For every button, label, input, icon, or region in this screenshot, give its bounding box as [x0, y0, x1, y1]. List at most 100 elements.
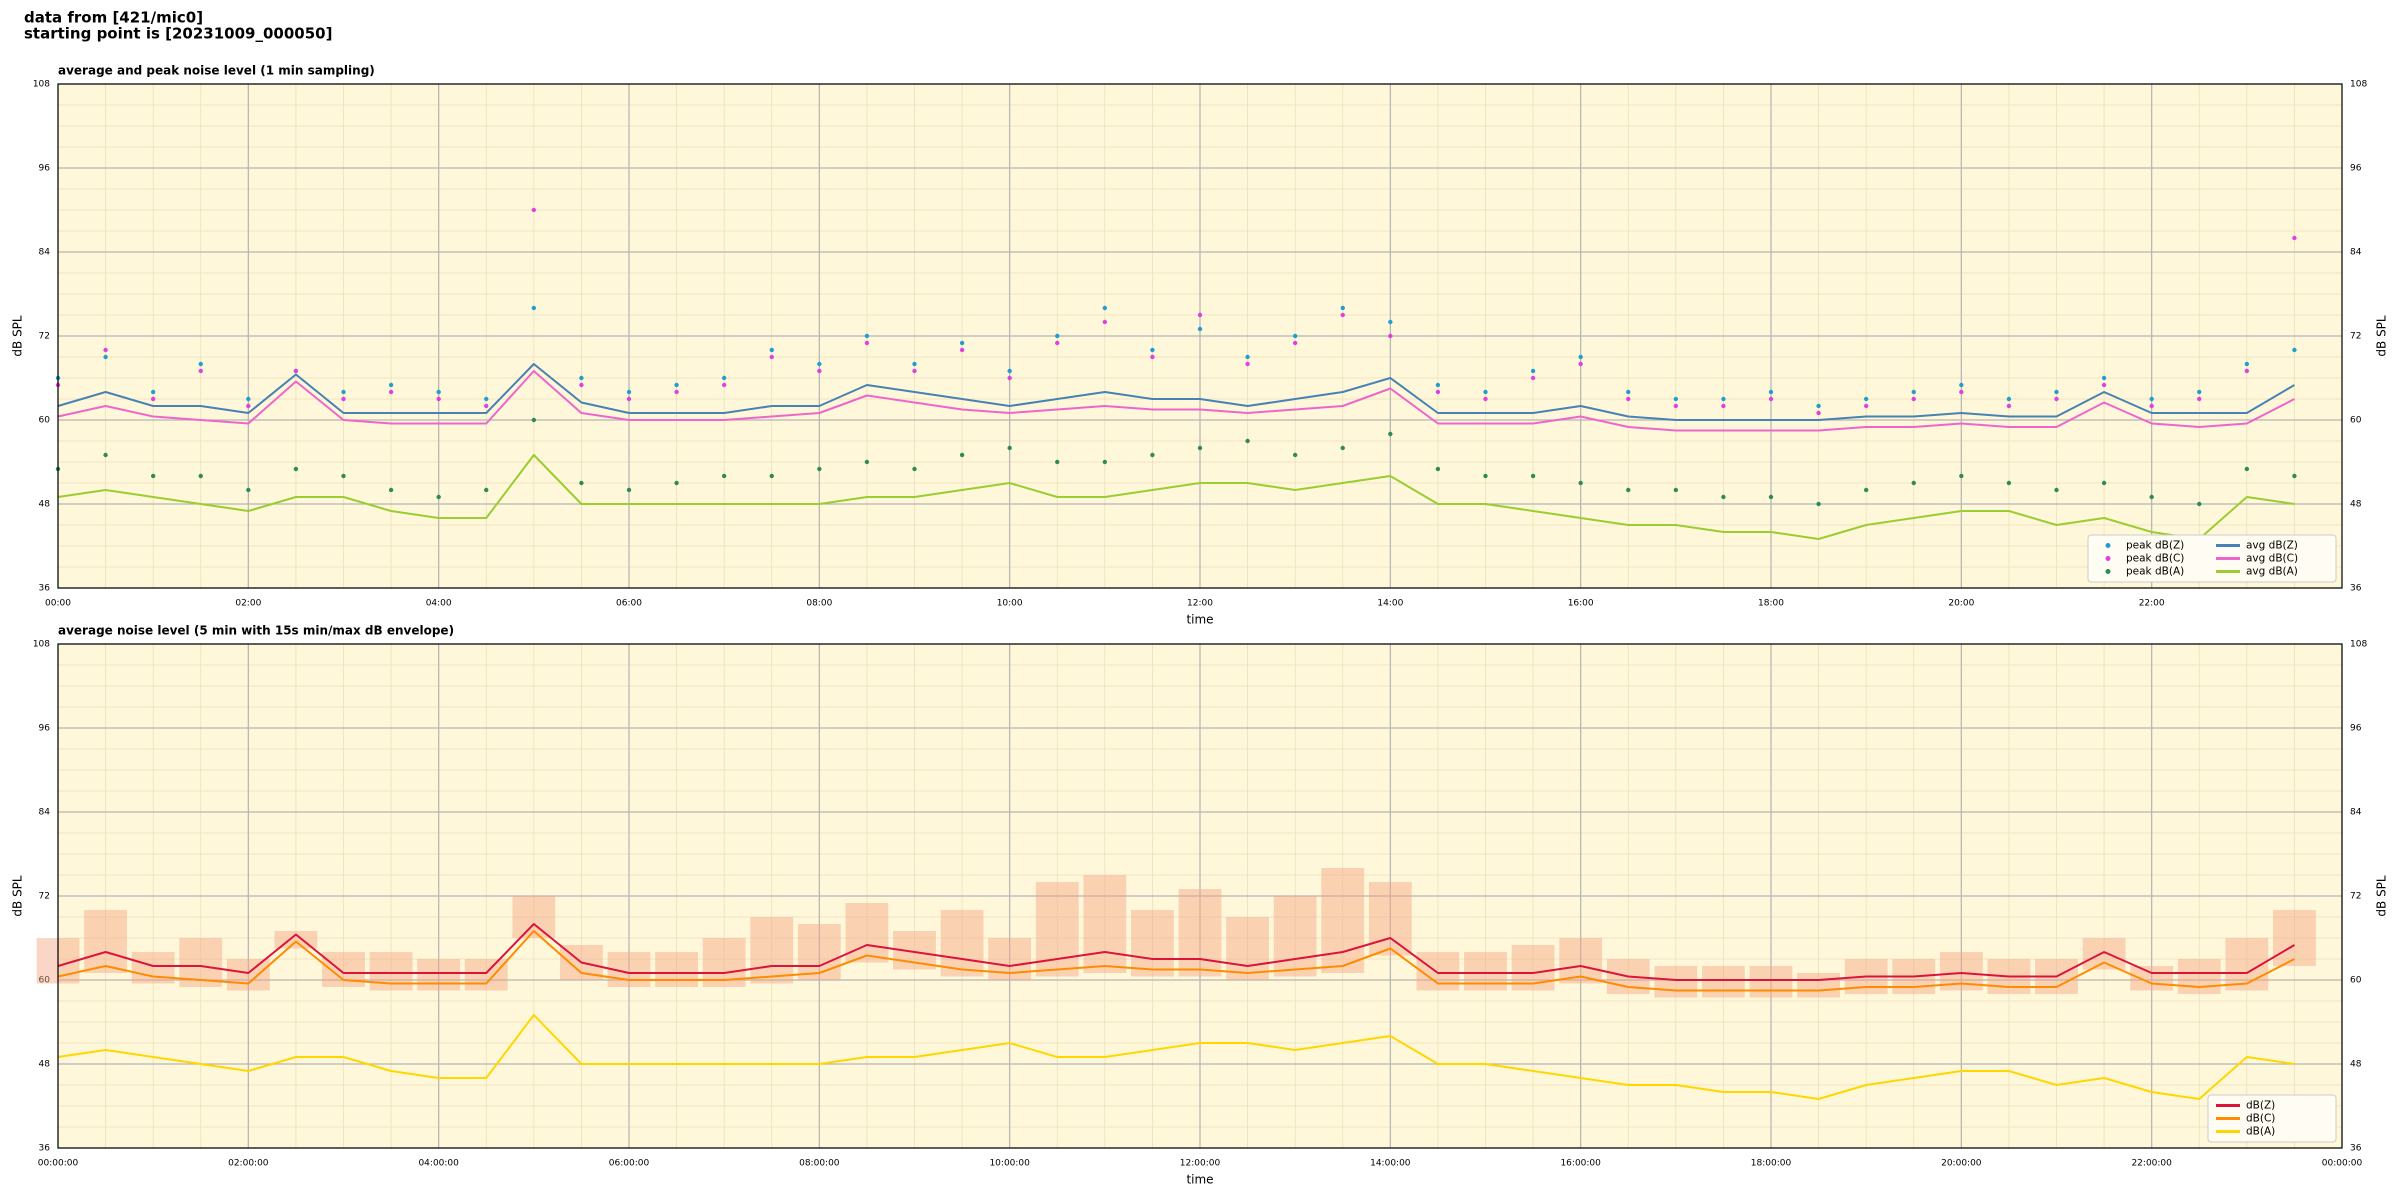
peak-point [1150, 354, 1155, 360]
peak-point [769, 347, 774, 353]
x-tick-label: 06:00 [616, 599, 642, 609]
peak-point [2101, 382, 2107, 388]
peak-point [2054, 487, 2059, 493]
peak-point [2006, 396, 2012, 402]
peak-point [1721, 403, 1726, 409]
header-line: data from [421/mic0] [24, 9, 203, 27]
series-line [57, 923, 2295, 981]
y-tick-label-right: 108 [2350, 640, 2367, 650]
peak-point [1102, 305, 1108, 311]
y-tick-label-right: 36 [2350, 1144, 2362, 1154]
peak-point [1959, 473, 1964, 479]
peak-point [2149, 403, 2154, 409]
y-tick-label: 48 [39, 500, 51, 510]
x-tick-label: 00:00:00 [2322, 1159, 2363, 1169]
x-tick-label: 14:00 [1377, 599, 1403, 609]
envelope-band [1083, 875, 1127, 973]
envelope-band [940, 910, 984, 977]
chart: 36 36 48 48 60 60 72 72 84 84 96 96 108 108 00:00:00 02… [11, 624, 2389, 1187]
peak-point [1673, 403, 1679, 409]
x-tick-label: 06:00:00 [609, 1159, 650, 1169]
peak-point [579, 480, 584, 486]
legend-marker [2105, 556, 2111, 561]
peak-point [864, 459, 870, 465]
peak-point [1388, 431, 1393, 437]
peak-point [1768, 396, 1774, 402]
peak-point [1197, 312, 1203, 318]
peak-point [626, 396, 632, 402]
envelope-band [1749, 966, 1793, 998]
x-tick-label: 10:00 [997, 599, 1023, 609]
x-tick-label: 02:00:00 [228, 1159, 269, 1169]
legend-label: avg dB(A) [2246, 566, 2298, 578]
legend-label: avg dB(Z) [2246, 540, 2298, 552]
peak-point [2197, 501, 2202, 507]
peak-point [579, 375, 584, 381]
peak-point [1816, 403, 1821, 409]
peak-point [864, 333, 870, 339]
y-axis-label-right: dB SPL [2375, 875, 2389, 917]
y-tick-label-right: 48 [2350, 500, 2362, 510]
header-line: starting point is [20231009_000050] [24, 25, 332, 43]
peak-point [1150, 452, 1155, 458]
peak-point [1768, 494, 1774, 500]
envelope-band [1321, 868, 1365, 973]
x-axis-label: time [1186, 613, 1213, 627]
y-axis-label: dB SPL [11, 875, 25, 917]
legend-label: peak dB(Z) [2126, 540, 2184, 552]
legend-marker [2105, 543, 2111, 548]
peak-point [2149, 494, 2154, 500]
peak-point [1768, 389, 1774, 395]
peak-point [1007, 368, 1012, 374]
envelope-band [797, 924, 841, 980]
y-tick-label: 84 [39, 248, 51, 258]
y-tick-label-right: 60 [2350, 976, 2362, 986]
peak-point [2054, 389, 2059, 395]
peak-point [1911, 389, 1916, 395]
peak-point [864, 340, 870, 346]
envelope-band [84, 910, 127, 973]
y-tick-label-right: 36 [2350, 584, 2362, 594]
peak-point [2149, 396, 2154, 402]
envelope-band [464, 959, 508, 991]
series-line [57, 454, 2295, 540]
y-tick-label: 108 [33, 640, 50, 650]
y-tick-label: 60 [39, 416, 51, 426]
peak-point [531, 305, 537, 311]
peak-point [674, 480, 679, 486]
peak-point [1245, 361, 1250, 367]
series-line [57, 370, 2295, 432]
peak-point [1483, 389, 1488, 395]
y-tick-label: 108 [33, 80, 50, 90]
axes-frame [57, 643, 2343, 1149]
y-tick-label: 48 [39, 1060, 51, 1070]
peak-point [1055, 459, 1060, 465]
peak-point [1340, 445, 1345, 451]
y-tick-label-right: 60 [2350, 416, 2362, 426]
peak-point [246, 396, 251, 402]
peak-point [626, 389, 632, 395]
envelope-band [1368, 882, 1412, 956]
x-tick-label: 00:00:00 [38, 1159, 79, 1169]
envelope-band [1654, 966, 1698, 998]
peak-point [912, 361, 917, 367]
peak-point [1150, 347, 1155, 353]
envelope-band [1702, 966, 1745, 998]
peak-point [1721, 494, 1726, 500]
y-tick-label: 60 [39, 976, 51, 986]
legend-label: peak dB(C) [2126, 553, 2184, 565]
y-tick-label: 72 [39, 332, 50, 342]
x-tick-label: 08:00:00 [799, 1159, 840, 1169]
peak-point [484, 396, 489, 402]
peak-point [817, 361, 822, 367]
peak-point [721, 375, 727, 381]
peak-point [1292, 340, 1298, 346]
peak-point [1530, 473, 1536, 479]
peak-point [1626, 389, 1631, 395]
peak-point [2197, 396, 2202, 402]
peak-point [341, 396, 346, 402]
peak-point [1578, 480, 1583, 486]
peak-point [912, 466, 917, 472]
peak-point [2292, 235, 2297, 241]
